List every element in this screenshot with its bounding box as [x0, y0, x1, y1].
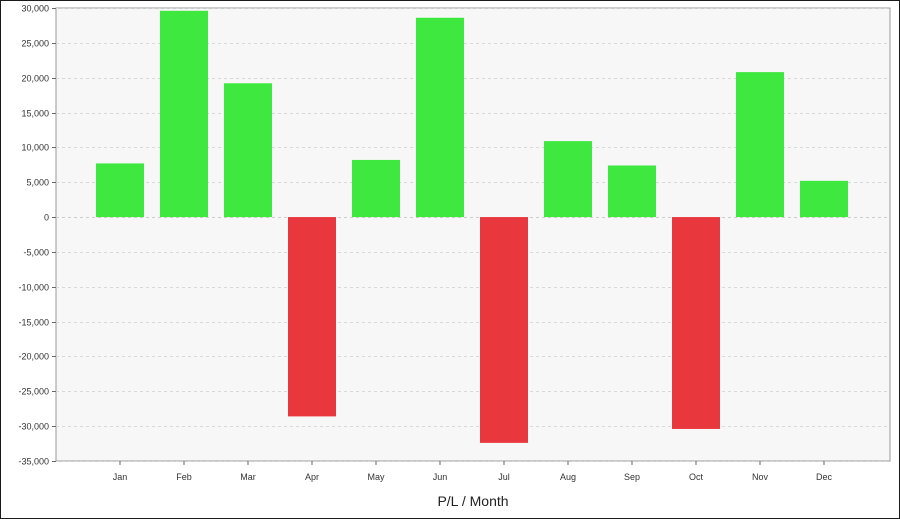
y-tick-label: 30,000: [21, 4, 49, 14]
x-tick-label: Jan: [113, 472, 128, 482]
y-tick-label: -30,000: [18, 422, 49, 432]
bar-sep: [608, 165, 656, 218]
x-tick-label: May: [367, 472, 385, 482]
bars: [96, 10, 848, 443]
y-axis-ticks: 30,000 25,000 20,000 15,000 10,000 5,000 0 -5,0…: [18, 4, 56, 467]
x-tick-label: Aug: [560, 472, 576, 482]
bar-may: [352, 159, 400, 218]
bar-mar: [224, 83, 272, 218]
y-tick-label: -5,000: [23, 248, 49, 258]
x-tick-label: Jun: [433, 472, 448, 482]
y-tick-label: -25,000: [18, 387, 49, 397]
x-tick-label: Mar: [240, 472, 256, 482]
y-tick-label: 5,000: [26, 178, 49, 188]
x-axis-ticks: Jan Feb Mar Apr May Jun Jul Aug Sep Oct Nov Dec: [113, 461, 833, 482]
y-tick-label: -10,000: [18, 283, 49, 293]
x-tick-label: Sep: [624, 472, 640, 482]
bar-oct: [672, 217, 720, 429]
bar-feb: [160, 10, 208, 218]
bar-aug: [544, 141, 592, 218]
bar-apr: [288, 217, 336, 417]
bar-dec: [800, 180, 848, 218]
bar-jan: [96, 163, 144, 218]
x-tick-label: Apr: [305, 472, 319, 482]
bar-jun: [416, 17, 464, 218]
x-axis-title: P/L / Month: [437, 493, 508, 509]
y-tick-label: 20,000: [21, 74, 49, 84]
y-tick-label: -15,000: [18, 318, 49, 328]
x-tick-label: Jul: [498, 472, 510, 482]
x-tick-label: Nov: [752, 472, 769, 482]
y-tick-label: 25,000: [21, 39, 49, 49]
bar-nov: [736, 72, 784, 218]
x-tick-label: Feb: [176, 472, 192, 482]
x-tick-label: Oct: [689, 472, 704, 482]
y-tick-label: 0: [44, 213, 49, 223]
y-tick-label: -20,000: [18, 352, 49, 362]
x-tick-label: Dec: [816, 472, 833, 482]
y-tick-label: 15,000: [21, 109, 49, 119]
y-tick-label: 10,000: [21, 143, 49, 153]
y-tick-label: -35,000: [18, 457, 49, 467]
bar-jul: [480, 217, 528, 443]
